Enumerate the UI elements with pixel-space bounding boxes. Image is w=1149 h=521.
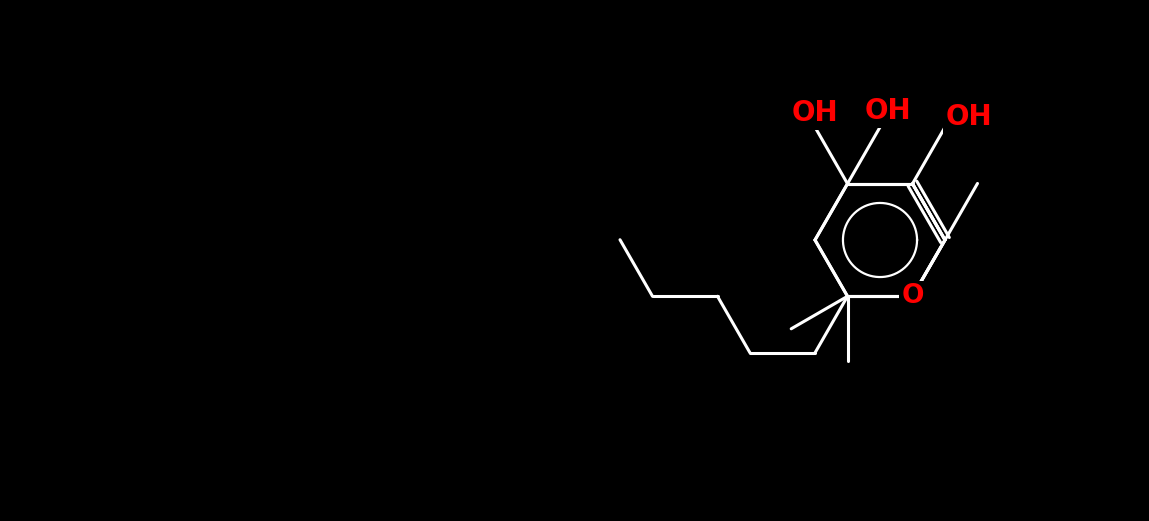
Text: OH: OH: [946, 103, 993, 131]
Text: OH: OH: [865, 97, 911, 125]
Text: O: O: [901, 283, 924, 309]
Text: OH: OH: [792, 99, 839, 127]
